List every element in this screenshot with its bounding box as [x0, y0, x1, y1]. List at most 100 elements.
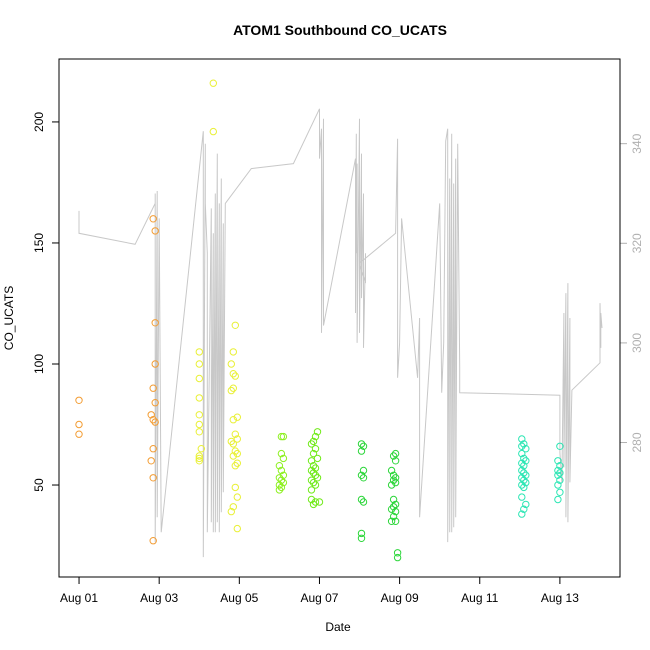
data-point: [275, 462, 284, 470]
secondary-tick-label: 320: [630, 233, 644, 253]
data-point: [389, 495, 398, 504]
data-point: [389, 476, 398, 484]
data-point: [520, 469, 528, 477]
data-point: [147, 457, 155, 465]
data-point: [229, 370, 238, 378]
data-point: [518, 442, 526, 450]
data-point: [309, 500, 318, 509]
data-point: [309, 462, 318, 470]
data-point: [307, 476, 316, 484]
data-point: [233, 493, 242, 501]
data-point: [195, 394, 204, 402]
data-point: [151, 319, 159, 327]
data-point: [147, 411, 155, 419]
x-tick-label: Aug 09: [381, 591, 419, 605]
x-axis-label: Date: [325, 620, 351, 634]
data-point: [277, 449, 286, 458]
data-point: [197, 445, 206, 453]
data-point: [393, 553, 402, 562]
data-point: [387, 517, 396, 525]
data-point: [311, 498, 320, 506]
data-point: [309, 449, 318, 458]
data-point: [518, 474, 526, 482]
data-point: [151, 399, 159, 407]
data-point: [195, 360, 204, 368]
data-point: [275, 486, 284, 494]
data-point: [389, 471, 398, 479]
data-point: [311, 471, 320, 479]
data-point: [556, 488, 564, 496]
data-point: [149, 474, 157, 482]
data-point: [277, 476, 286, 484]
data-point: [518, 481, 526, 489]
data-point: [75, 396, 83, 404]
data-point: [307, 495, 316, 504]
data-point: [227, 437, 236, 446]
secondary-tick-label: 280: [630, 432, 644, 452]
altitude-trace: [78, 108, 603, 558]
data-point: [233, 449, 242, 458]
data-point: [227, 507, 236, 516]
data-point: [75, 420, 83, 429]
data-point: [391, 474, 400, 482]
data-point: [389, 503, 398, 511]
data-point: [309, 478, 318, 487]
x-tick-label: Aug 01: [60, 591, 98, 605]
data-point: [311, 445, 320, 453]
y-axis-label: CO_UCATS: [2, 286, 16, 350]
data-point: [556, 476, 564, 484]
data-point: [229, 384, 238, 392]
data-point: [391, 457, 400, 465]
data-point: [227, 360, 236, 368]
secondary-tick-label: 340: [630, 133, 644, 153]
y-tick-label: 200: [32, 112, 46, 132]
data-point: [518, 459, 526, 467]
data-point: [307, 440, 316, 448]
data-point: [227, 386, 236, 395]
data-point: [195, 411, 204, 419]
data-point: [229, 503, 238, 511]
data-point: [233, 413, 242, 421]
data-point: [277, 432, 286, 441]
data-point: [151, 227, 159, 235]
data-point: [391, 500, 400, 509]
data-point: [307, 486, 316, 494]
data-point: [391, 507, 400, 516]
x-tick-label: Aug 13: [541, 591, 579, 605]
plot-frame: [58, 58, 621, 578]
data-point: [357, 495, 366, 504]
data-point: [520, 454, 528, 463]
data-point: [151, 360, 159, 368]
data-point: [311, 481, 320, 489]
data-point: [522, 500, 530, 509]
data-point: [520, 476, 528, 484]
altitude-line: [78, 108, 603, 558]
data-point: [518, 466, 526, 475]
data-points: [75, 79, 564, 562]
data-point: [389, 452, 398, 460]
data-point: [359, 442, 368, 450]
data-point: [554, 471, 562, 479]
data-point: [387, 505, 396, 513]
data-point: [279, 454, 288, 463]
data-point: [518, 493, 526, 501]
data-point: [231, 462, 240, 470]
data-point: [309, 469, 318, 477]
data-point: [275, 481, 284, 489]
data-point: [149, 416, 157, 424]
data-point: [393, 549, 402, 557]
data-point: [311, 432, 320, 441]
x-tick-label: Aug 07: [300, 591, 338, 605]
data-point: [556, 462, 564, 470]
y-tick-label: 50: [32, 478, 46, 492]
data-point: [556, 469, 564, 477]
data-point: [389, 512, 398, 521]
data-point: [231, 447, 240, 455]
data-point: [229, 416, 238, 424]
data-point: [391, 478, 400, 487]
data-point: [231, 483, 240, 492]
data-point: [554, 481, 562, 489]
data-point: [520, 440, 528, 448]
data-point: [357, 534, 366, 542]
